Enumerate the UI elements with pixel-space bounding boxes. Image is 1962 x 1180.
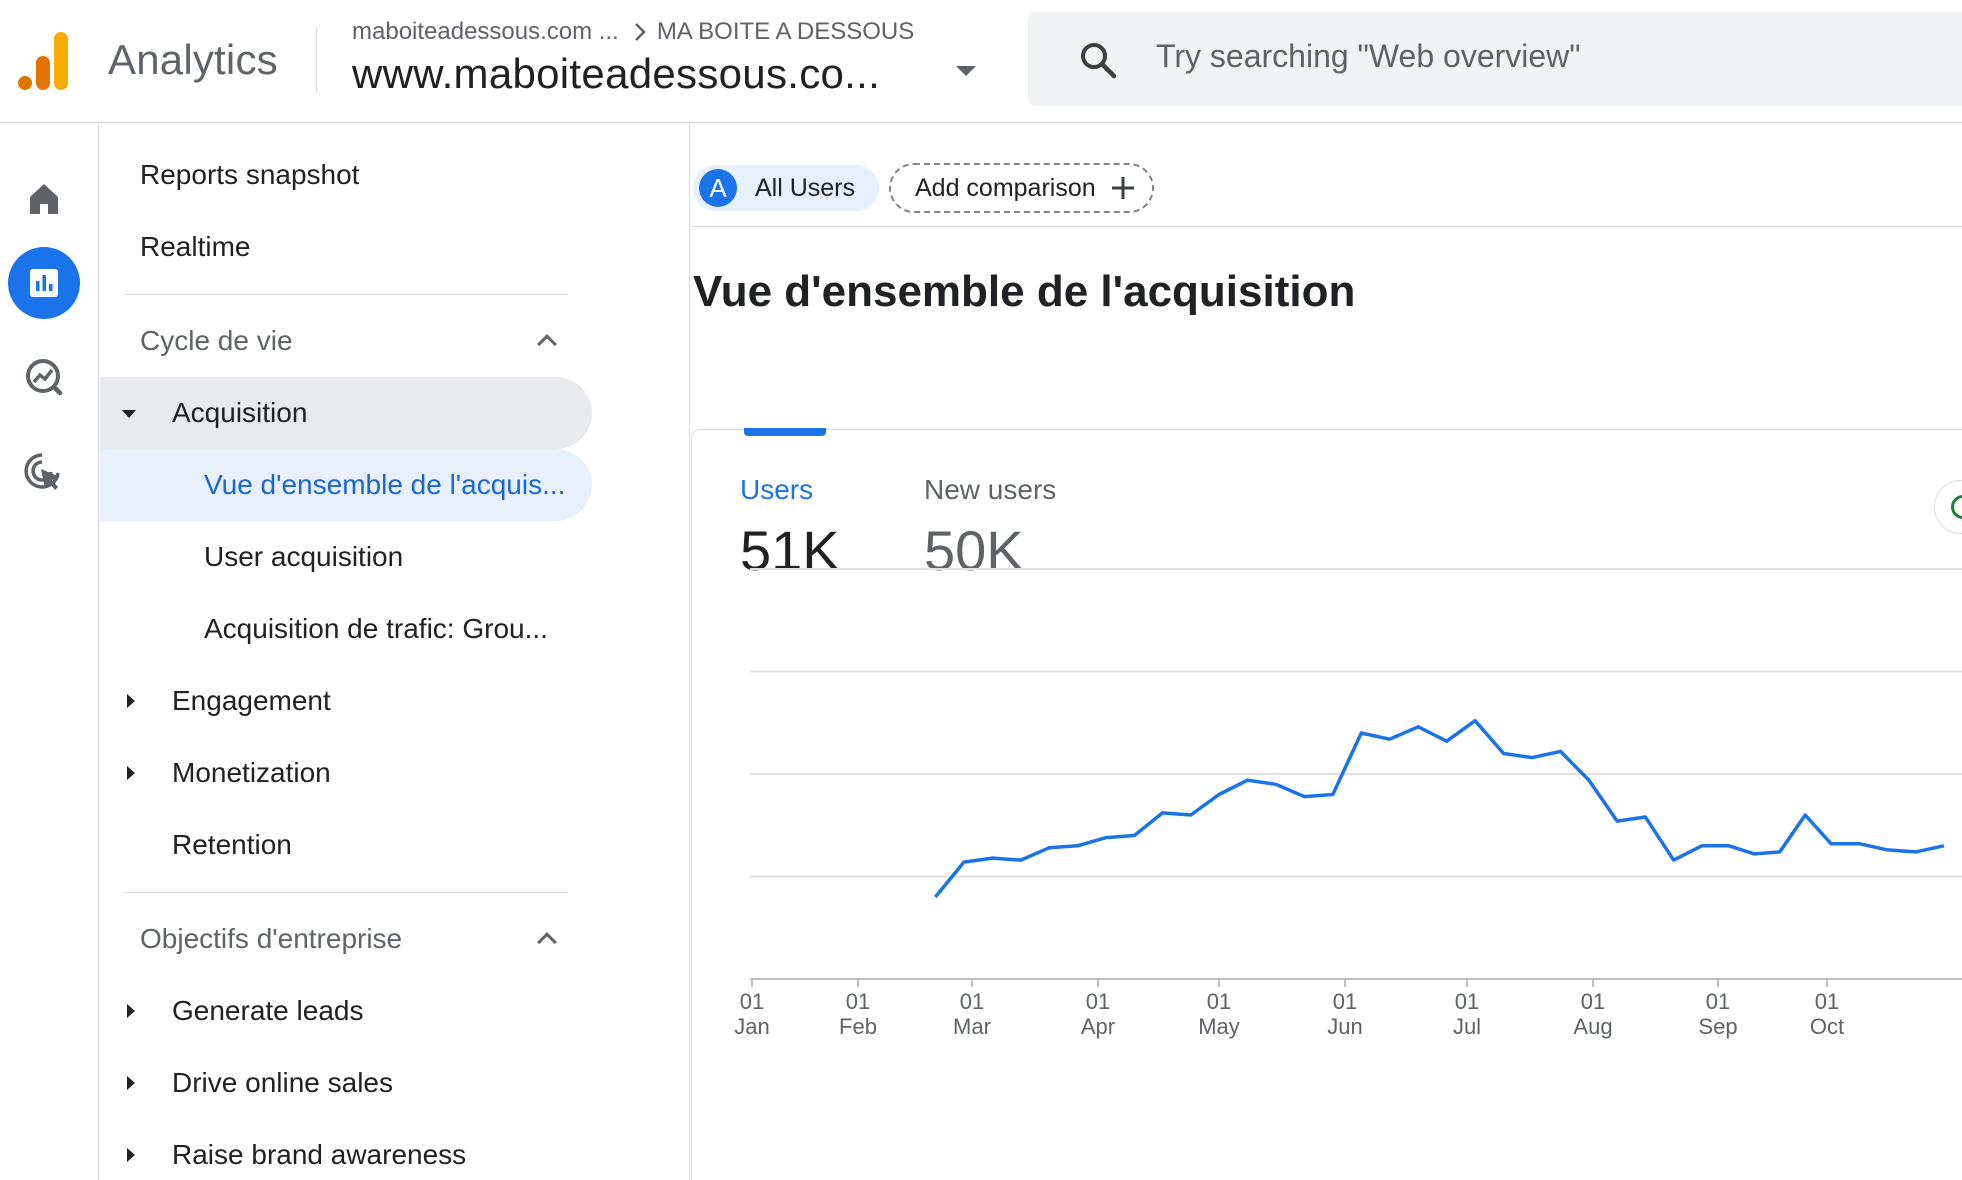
segment-chip-all-users[interactable]: A All Users [693,165,880,211]
chevron-up-icon [537,334,557,354]
nav-monetization[interactable]: Monetization [100,737,592,809]
breadcrumb-chevron-icon [634,23,646,41]
active-metric-indicator [744,428,826,436]
users-line-chart: 01 Jan 01 Feb 01 Mar 01 Apr 01 May 01 Jun 01 Jul 01 Aug… [734,568,1962,1039]
page-title: Vue d'ensemble de l'acquisition [693,267,1356,316]
nav-user-acquisition[interactable]: User acquisition [204,541,404,572]
caret-down-icon[interactable] [956,66,976,76]
rail-advertising-button[interactable] [8,437,80,509]
x-tick-label: 01 May [1198,989,1240,1039]
caret-down-icon [122,410,136,418]
users-series-line [934,718,1945,899]
metric-new-users-value: 50K [924,519,1024,582]
search-bar[interactable] [1028,12,1962,106]
metric-new-users-label[interactable]: New users [924,474,1057,505]
metrics-chart-card: Users 51K New users 50K 01 Jan 01 Feb 01 Mar 0… [691,428,1962,1180]
nav-divider [124,892,568,893]
x-tick-label: 01 Jan [734,989,769,1039]
rail-explore-button[interactable] [8,341,80,413]
x-tick-label: 01 Jun [1327,989,1362,1039]
x-tick-label: 01 Aug [1573,989,1612,1039]
segment-label: All Users [755,173,856,202]
x-tick-label: 01 Apr [1081,989,1115,1039]
advertising-icon [24,453,60,490]
metric-users-label[interactable]: Users [740,474,814,505]
nav-reports-snapshot[interactable]: Reports snapshot [140,159,360,190]
app-title: Analytics [108,36,278,83]
property-selector[interactable]: www.maboiteadessous.co... [352,50,881,97]
rail-home-button[interactable] [8,163,80,235]
nav-retention[interactable]: Retention [172,829,292,860]
account-breadcrumb[interactable]: maboiteadessous.com ... MA BOITE A DESSO… [352,18,914,46]
segment-avatar: A [699,169,737,207]
caret-right-icon [127,766,135,780]
search-input[interactable] [1156,38,1936,75]
nav-realtime[interactable]: Realtime [140,231,251,262]
nav-acquisition[interactable]: Acquisition [100,377,592,449]
logo-bar-medium [36,56,50,90]
nav-engagement[interactable]: Engagement [100,665,592,737]
check-circle-icon [1951,495,1962,519]
x-tick-label: 01 Feb [839,989,877,1039]
reports-nav: Reports snapshot Realtime Cycle de vie A… [100,123,690,1180]
nav-section-business-objectives[interactable]: Objectifs d'entreprise [100,903,592,975]
caret-right-icon [127,694,135,708]
plus-icon [1111,177,1134,199]
analytics-logo[interactable] [18,30,72,90]
add-comparison-label: Add comparison [915,173,1096,202]
account-child-name: MA BOITE A DESSOUS [656,18,915,45]
nav-divider [124,294,568,295]
chevron-up-icon [537,932,557,952]
add-comparison-button[interactable]: Add comparison [889,163,1154,213]
reports-icon [30,269,58,297]
metric-users-value: 51K [740,519,840,582]
nav-generate-leads[interactable]: Generate leads [100,975,592,1047]
x-tick-label: 01 Jul [1453,989,1481,1039]
caret-right-icon [127,1148,135,1162]
explore-icon [26,359,63,396]
caret-right-icon [127,1076,135,1090]
header-divider [316,28,317,92]
main-divider [691,226,1962,227]
nav-drive-online-sales[interactable]: Drive online sales [100,1047,592,1119]
insight-check-button[interactable] [1934,480,1962,534]
top-bar: Analytics maboiteadessous.com ... MA BOI… [0,0,1962,123]
nav-raise-brand-awareness[interactable]: Raise brand awareness [100,1119,592,1180]
x-tick-label: 01 Sep [1698,989,1737,1039]
nav-traffic-acquisition[interactable]: Acquisition de trafic: Grou... [204,613,548,644]
home-icon [30,184,58,214]
caret-right-icon [127,1004,135,1018]
logo-bar-tall [54,32,68,90]
x-tick-label: 01 Oct [1810,989,1844,1039]
search-icon[interactable] [1078,40,1118,80]
nav-acquisition-overview[interactable]: Vue d'ensemble de l'acquis... [100,449,592,521]
main-content: A All Users Add comparison Vue d'ensembl… [691,123,1962,1180]
account-name: maboiteadessous.com ... [352,18,619,45]
x-tick-label: 01 Mar [953,989,991,1039]
left-rail [0,123,99,1180]
logo-bar-short [18,76,32,90]
nav-section-lifecycle[interactable]: Cycle de vie [100,305,592,377]
rail-reports-button[interactable] [8,247,80,319]
